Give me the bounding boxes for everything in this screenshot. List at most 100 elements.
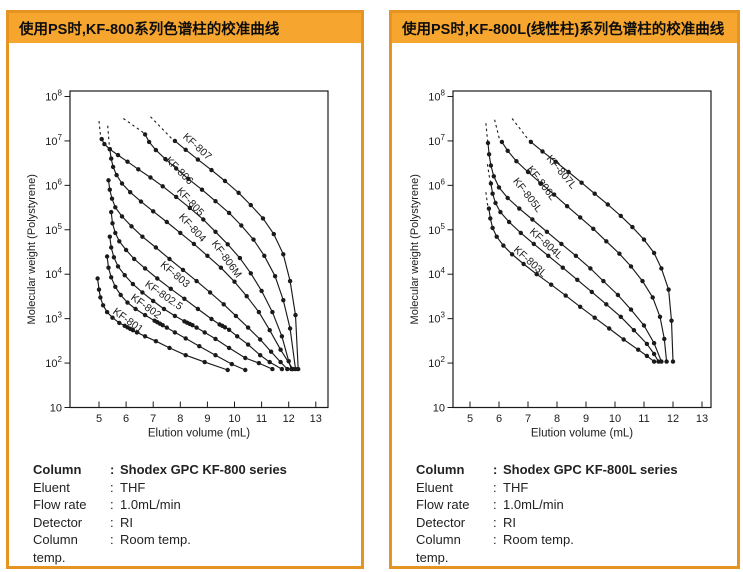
- x-tick-label: 6: [496, 413, 502, 425]
- y-tick-label: 105: [45, 222, 62, 237]
- data-point-marker: [209, 316, 214, 322]
- data-point-marker: [287, 278, 293, 284]
- panel-title-text: 使用PS时,KF-800系列色谱柱的校准曲线: [19, 21, 280, 38]
- data-point-marker: [488, 163, 494, 168]
- calibration-chart-kf800: 5 6 7 8 9 10 11 12 13 10 102 103 104 105 106 107 108 Elut…: [26, 88, 329, 440]
- panel-kf800l-series: 使用PS时,KF-800L(线性柱)系列色谱柱的校准曲线 5 6 7 8 9 10 11 12…: [389, 10, 740, 569]
- data-point-marker: [213, 353, 218, 358]
- data-point-marker: [113, 230, 118, 236]
- data-point-marker: [125, 300, 130, 305]
- data-point-marker: [636, 347, 641, 352]
- data-point-marker: [578, 304, 583, 309]
- data-point-marker: [640, 278, 645, 284]
- data-point-marker: [182, 296, 187, 301]
- info-label: Flow rate: [416, 497, 470, 512]
- curve-line: [144, 134, 297, 370]
- data-point-marker: [237, 255, 243, 261]
- data-point-marker: [659, 266, 664, 271]
- data-point-marker: [142, 312, 148, 318]
- data-point-marker: [183, 147, 188, 152]
- data-point-marker: [248, 271, 253, 276]
- data-point-marker: [270, 366, 275, 372]
- curve-dashed-extension: [107, 125, 111, 150]
- data-point-marker: [115, 152, 121, 158]
- x-tick-label: 8: [554, 413, 560, 425]
- data-point-marker: [604, 239, 609, 244]
- data-point-marker: [99, 136, 104, 142]
- data-point-marker: [485, 140, 491, 146]
- data-point-marker: [270, 309, 275, 315]
- y-tick-label: 107: [428, 133, 445, 148]
- data-point-marker: [243, 367, 248, 373]
- data-point-marker: [651, 341, 657, 346]
- y-tick-label: 10: [433, 403, 445, 415]
- data-point-marker: [258, 353, 263, 358]
- data-point-marker: [151, 298, 156, 304]
- data-point-marker: [140, 234, 145, 239]
- data-point-marker: [123, 247, 129, 253]
- info-separator: :: [110, 462, 115, 477]
- conditions-table-kf800: Column : Shodex GPC KF-800 series Eluent…: [33, 461, 287, 566]
- data-point-marker: [110, 164, 116, 170]
- data-point-marker: [213, 336, 218, 342]
- info-label: Flow rate: [33, 497, 87, 512]
- data-point-marker: [213, 199, 218, 204]
- data-point-marker: [222, 325, 228, 330]
- data-point-marker: [278, 359, 283, 365]
- data-point-marker: [564, 204, 570, 209]
- x-axis-title: Elution volume (mL): [531, 428, 633, 440]
- data-point-marker: [268, 349, 274, 354]
- data-point-marker: [107, 147, 113, 152]
- data-point-marker: [531, 241, 536, 247]
- data-point-marker: [605, 202, 610, 207]
- data-point-marker: [109, 209, 114, 215]
- curve-line: [490, 183, 659, 362]
- data-point-marker: [109, 275, 114, 280]
- data-point-marker: [592, 191, 597, 196]
- data-point-marker: [534, 272, 539, 277]
- data-point-marker: [618, 314, 623, 319]
- data-point-marker: [267, 328, 272, 333]
- data-point-marker: [229, 361, 234, 367]
- info-row-detector: Detector : RI: [416, 514, 678, 532]
- info-row-flow-rate: Flow rate : 1.0mL/min: [416, 496, 678, 514]
- info-label: Column temp.: [416, 532, 461, 565]
- data-point-marker: [130, 328, 136, 333]
- data-point-marker: [104, 254, 110, 259]
- data-point-marker: [530, 217, 535, 222]
- data-point-marker: [588, 266, 593, 271]
- curve-dashed-extension: [485, 123, 489, 144]
- info-separator: :: [493, 479, 497, 495]
- curve-label-KF-806: KF-806: [163, 154, 196, 187]
- data-point-marker: [271, 231, 276, 237]
- data-point-marker: [589, 289, 594, 295]
- data-point-marker: [579, 180, 584, 185]
- data-point-marker: [109, 156, 114, 161]
- data-point-marker: [186, 176, 191, 182]
- data-point-marker: [174, 194, 179, 200]
- data-point-marker: [160, 184, 165, 189]
- data-point-marker: [604, 302, 609, 307]
- data-point-marker: [146, 139, 152, 145]
- data-point-marker: [488, 181, 494, 186]
- data-point-marker: [591, 226, 596, 231]
- info-value: RI: [503, 514, 516, 530]
- data-point-marker: [243, 355, 248, 361]
- data-point-marker: [201, 217, 206, 222]
- x-tick-label: 12: [283, 413, 295, 425]
- data-point-marker: [95, 276, 100, 281]
- info-value: THF: [120, 479, 146, 495]
- data-point-marker: [98, 295, 103, 300]
- info-row-column: Column : Shodex GPC KF-800 series: [33, 461, 287, 479]
- data-point-marker: [501, 243, 506, 248]
- data-point-marker: [161, 306, 167, 312]
- x-tick-label: 11: [256, 413, 267, 425]
- data-point-marker: [109, 245, 114, 250]
- data-point-marker: [272, 274, 278, 279]
- x-tick-label: 10: [228, 413, 240, 425]
- x-tick-label: 5: [96, 413, 102, 425]
- info-row-detector: Detector : RI: [33, 514, 287, 532]
- curve-dashed-extension: [511, 118, 532, 143]
- data-point-marker: [540, 149, 545, 154]
- data-point-marker: [662, 336, 667, 342]
